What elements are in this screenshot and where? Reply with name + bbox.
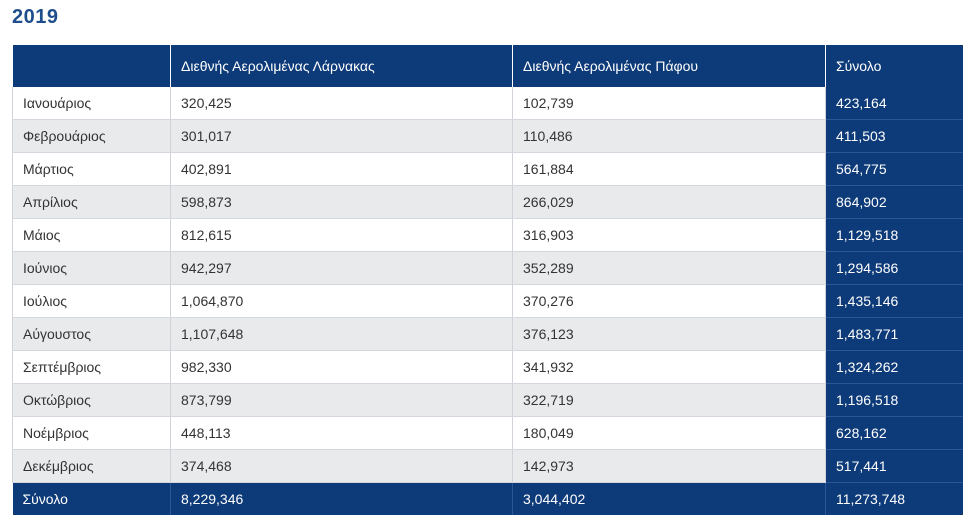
row-larnaca-value: 942,297 — [170, 251, 513, 285]
row-paphos-value: 142,973 — [512, 449, 826, 483]
table-row: Νοέμβριος 448,113 180,049 628,162 — [12, 416, 963, 450]
row-paphos-value: 370,276 — [512, 284, 826, 318]
row-paphos-value: 352,289 — [512, 251, 826, 285]
passenger-table-container: Διεθνής Αερολιμένας Λάρνακας Διεθνής Αερ… — [12, 45, 963, 515]
row-total-value: 564,775 — [825, 152, 963, 186]
row-larnaca-value: 873,799 — [170, 383, 513, 417]
table-row: Ιούνιος 942,297 352,289 1,294,586 — [12, 251, 963, 285]
table-row: Φεβρουάριος 301,017 110,486 411,503 — [12, 119, 963, 153]
row-month: Δεκέμβριος — [12, 449, 171, 483]
row-month: Φεβρουάριος — [12, 119, 171, 153]
footer-label: Σύνολο — [12, 482, 171, 515]
row-month: Αύγουστος — [12, 317, 171, 351]
table-row: Αύγουστος 1,107,648 376,123 1,483,771 — [12, 317, 963, 351]
row-month: Μάρτιος — [12, 152, 171, 186]
row-larnaca-value: 982,330 — [170, 350, 513, 384]
table-row: Μάιος 812,615 316,903 1,129,518 — [12, 218, 963, 252]
row-total-value: 411,503 — [825, 119, 963, 153]
row-total-value: 423,164 — [825, 87, 963, 120]
row-larnaca-value: 598,873 — [170, 185, 513, 219]
row-larnaca-value: 448,113 — [170, 416, 513, 450]
row-larnaca-value: 301,017 — [170, 119, 513, 153]
row-month: Ιούνιος — [12, 251, 171, 285]
header-total: Σύνολο — [825, 45, 963, 87]
row-total-value: 864,902 — [825, 185, 963, 219]
row-month: Ιούλιος — [12, 284, 171, 318]
row-month: Μάιος — [12, 218, 171, 252]
passenger-table: Διεθνής Αερολιμένας Λάρνακας Διεθνής Αερ… — [12, 45, 963, 515]
row-paphos-value: 322,719 — [512, 383, 826, 417]
row-larnaca-value: 374,468 — [170, 449, 513, 483]
footer-paphos-total: 3,044,402 — [512, 482, 826, 515]
row-paphos-value: 180,049 — [512, 416, 826, 450]
table-row: Ιανουάριος 320,425 102,739 423,164 — [12, 87, 963, 120]
table-footer-row: Σύνολο 8,229,346 3,044,402 11,273,748 — [12, 482, 963, 515]
footer-larnaca-total: 8,229,346 — [170, 482, 513, 515]
row-total-value: 1,324,262 — [825, 350, 963, 384]
header-month — [12, 45, 171, 87]
row-paphos-value: 110,486 — [512, 119, 826, 153]
table-row: Σεπτέμβριος 982,330 341,932 1,324,262 — [12, 350, 963, 384]
footer-grand-total: 11,273,748 — [825, 482, 963, 515]
row-total-value: 1,483,771 — [825, 317, 963, 351]
row-paphos-value: 102,739 — [512, 87, 826, 120]
row-larnaca-value: 1,107,648 — [170, 317, 513, 351]
row-larnaca-value: 1,064,870 — [170, 284, 513, 318]
table-row: Απρίλιος 598,873 266,029 864,902 — [12, 185, 963, 219]
row-total-value: 1,294,586 — [825, 251, 963, 285]
row-paphos-value: 266,029 — [512, 185, 826, 219]
row-paphos-value: 316,903 — [512, 218, 826, 252]
row-paphos-value: 161,884 — [512, 152, 826, 186]
row-total-value: 1,196,518 — [825, 383, 963, 417]
table-row: Οκτώβριος 873,799 322,719 1,196,518 — [12, 383, 963, 417]
row-month: Απρίλιος — [12, 185, 171, 219]
table-header-row: Διεθνής Αερολιμένας Λάρνακας Διεθνής Αερ… — [12, 45, 963, 87]
row-larnaca-value: 812,615 — [170, 218, 513, 252]
header-larnaca: Διεθνής Αερολιμένας Λάρνακας — [170, 45, 513, 87]
row-month: Ιανουάριος — [12, 87, 171, 120]
table-row: Ιούλιος 1,064,870 370,276 1,435,146 — [12, 284, 963, 318]
row-total-value: 628,162 — [825, 416, 963, 450]
page-title: 2019 — [12, 6, 59, 28]
header-paphos: Διεθνής Αερολιμένας Πάφου — [512, 45, 826, 87]
row-month: Νοέμβριος — [12, 416, 171, 450]
table-body: Ιανουάριος 320,425 102,739 423,164 Φεβρουάρι… — [12, 87, 963, 483]
row-larnaca-value: 320,425 — [170, 87, 513, 120]
row-month: Οκτώβριος — [12, 383, 171, 417]
row-paphos-value: 341,932 — [512, 350, 826, 384]
row-month: Σεπτέμβριος — [12, 350, 171, 384]
table-row: Μάρτιος 402,891 161,884 564,775 — [12, 152, 963, 186]
row-total-value: 517,441 — [825, 449, 963, 483]
row-total-value: 1,129,518 — [825, 218, 963, 252]
row-larnaca-value: 402,891 — [170, 152, 513, 186]
row-total-value: 1,435,146 — [825, 284, 963, 318]
table-row: Δεκέμβριος 374,468 142,973 517,441 — [12, 449, 963, 483]
row-paphos-value: 376,123 — [512, 317, 826, 351]
